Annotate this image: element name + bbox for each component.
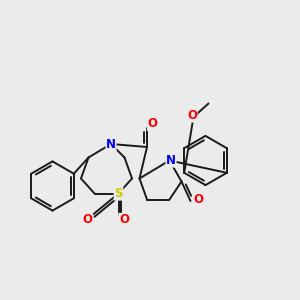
Text: O: O [119,213,129,226]
Text: N: N [106,137,116,151]
Text: S: S [114,187,123,200]
Text: O: O [193,193,203,206]
Text: O: O [187,109,197,122]
Text: N: N [166,154,176,167]
Text: O: O [147,117,158,130]
Text: O: O [82,213,93,226]
